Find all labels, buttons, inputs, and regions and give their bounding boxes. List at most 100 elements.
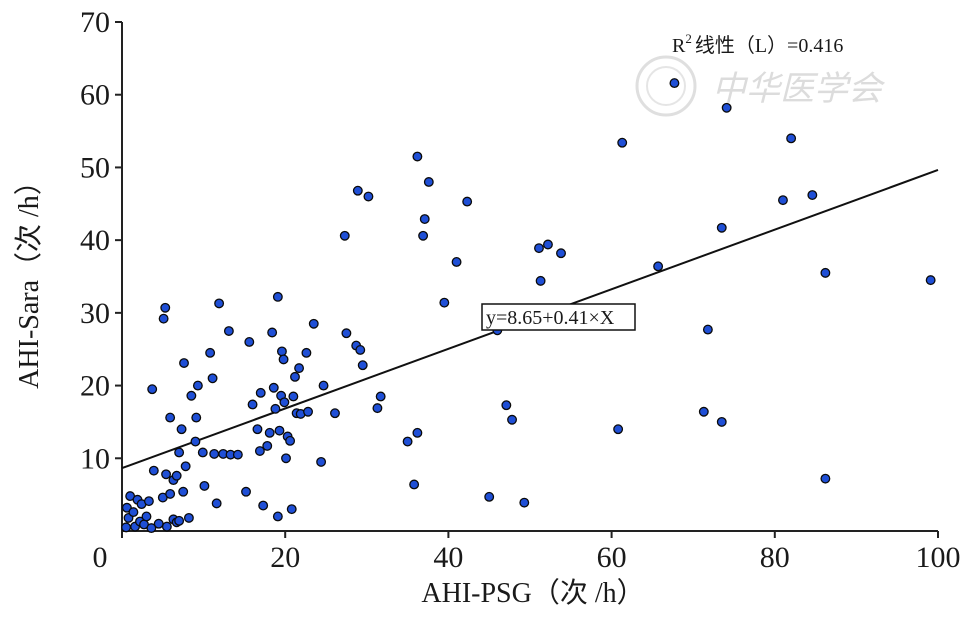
data-point	[278, 354, 289, 365]
data-point	[372, 403, 383, 414]
data-point	[375, 391, 386, 402]
data-point	[247, 399, 258, 410]
y-tick-label: 60	[80, 79, 110, 112]
y-tick-label: 50	[80, 151, 110, 184]
data-point	[669, 78, 680, 89]
data-point	[165, 412, 176, 423]
data-point	[161, 521, 172, 532]
data-point	[419, 214, 430, 225]
data-point	[820, 473, 831, 484]
data-point	[147, 384, 158, 395]
data-point	[721, 102, 732, 113]
data-point	[534, 243, 544, 254]
data-point	[451, 257, 462, 267]
data-point	[330, 408, 340, 419]
data-point	[146, 523, 157, 534]
data-point	[357, 360, 368, 371]
data-point	[341, 328, 352, 339]
data-point	[501, 400, 512, 411]
r-squared-annotation: R2 线性（L）=0.416	[672, 31, 843, 57]
data-point	[716, 416, 727, 427]
x-tick-label: 80	[760, 541, 790, 574]
data-point	[286, 504, 297, 515]
y-axis-title: AHI-Sara（次 /h）	[13, 167, 45, 389]
data-point	[161, 469, 172, 480]
data-point	[205, 347, 216, 358]
watermark-seal-inner-icon	[646, 66, 686, 106]
data-point	[318, 380, 329, 391]
data-point	[179, 358, 189, 368]
watermark: 中华医学会	[635, 55, 886, 117]
data-point	[209, 448, 220, 459]
data-point	[211, 498, 222, 509]
equation-label: y=8.65+0.41×X	[481, 303, 636, 331]
data-point	[180, 461, 191, 472]
data-point	[316, 456, 327, 467]
equation-text: y=8.65+0.41×X	[486, 307, 615, 329]
data-point	[148, 465, 159, 476]
data-point	[698, 406, 709, 417]
data-point	[264, 427, 275, 438]
data-point	[190, 436, 201, 447]
r-squared-rest: 线性（L）=0.416	[695, 34, 844, 57]
data-point	[925, 275, 936, 286]
data-point	[254, 446, 265, 456]
data-point	[268, 382, 279, 393]
r-squared-sup: 2	[685, 31, 692, 46]
data-point	[178, 486, 189, 497]
data-point	[199, 480, 210, 491]
data-point	[174, 515, 185, 526]
data-point	[244, 336, 255, 347]
y-tick-label: 10	[80, 442, 110, 475]
data-point	[214, 298, 225, 309]
data-point	[252, 424, 263, 435]
data-point	[308, 318, 319, 329]
data-point	[535, 275, 546, 286]
y-tick-label: 70	[80, 6, 110, 39]
data-point	[363, 191, 374, 202]
data-point	[288, 391, 299, 402]
data-point	[716, 222, 727, 233]
data-point	[339, 230, 350, 241]
data-point	[412, 151, 423, 162]
data-point	[232, 449, 243, 460]
data-point	[186, 390, 197, 401]
data-point	[402, 436, 413, 447]
data-point	[274, 425, 285, 436]
data-point	[143, 496, 154, 507]
data-point	[197, 447, 208, 458]
data-point	[262, 440, 273, 451]
data-point	[141, 511, 152, 522]
y-tick-label: 40	[80, 224, 110, 257]
data-point	[702, 324, 713, 335]
data-point	[174, 447, 185, 458]
data-point	[290, 371, 300, 382]
x-tick-label: 40	[433, 541, 463, 574]
data-point	[617, 137, 628, 148]
x-axis-ticks: 0 20 40 60 80 100	[93, 531, 961, 574]
data-point	[507, 414, 517, 425]
data-point	[121, 522, 132, 533]
data-point	[439, 297, 450, 308]
data-point	[176, 424, 187, 435]
data-point	[255, 387, 266, 398]
y-axis-ticks: 10 20 30 40 50 60 70	[80, 6, 122, 475]
data-point	[484, 491, 495, 502]
data-point	[272, 511, 283, 522]
data-point	[543, 239, 553, 250]
data-point	[207, 373, 218, 384]
watermark-text: 中华医学会	[712, 69, 886, 109]
equation-box	[481, 303, 636, 331]
data-point	[241, 486, 251, 497]
data-point	[153, 518, 164, 529]
data-point	[807, 190, 818, 201]
data-point	[270, 403, 281, 414]
data-point	[281, 453, 291, 464]
data-point	[223, 326, 234, 336]
data-point	[820, 267, 831, 278]
x-axis-title: AHI-PSG（次 /h）	[421, 577, 644, 609]
data-point	[191, 412, 202, 423]
data-point	[272, 291, 283, 302]
watermark-seal-icon	[635, 55, 697, 117]
